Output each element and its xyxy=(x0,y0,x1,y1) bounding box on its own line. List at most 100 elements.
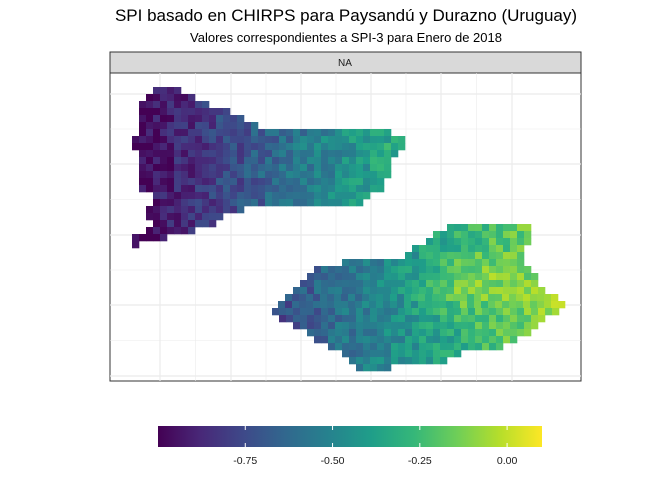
heatmap-cell xyxy=(363,143,371,151)
heatmap-cell xyxy=(202,213,210,221)
heatmap-cell xyxy=(167,94,175,102)
heatmap-cell xyxy=(447,280,455,288)
heatmap-cell xyxy=(446,294,454,302)
heatmap-cell xyxy=(349,315,357,323)
heatmap-cell xyxy=(202,136,210,144)
heatmap-cell xyxy=(461,343,469,351)
heatmap-cell xyxy=(244,143,252,151)
heatmap-cell xyxy=(188,164,196,172)
heatmap-cell xyxy=(223,108,231,116)
heatmap-cell xyxy=(377,150,385,158)
heatmap-cell xyxy=(313,301,321,309)
heatmap-cell xyxy=(230,136,238,144)
heatmap-cell xyxy=(517,231,525,239)
heatmap-cell xyxy=(496,343,504,351)
heatmap-cell xyxy=(482,329,490,337)
heatmap-cell xyxy=(454,266,462,274)
heatmap-cell xyxy=(384,259,392,267)
heatmap-cell xyxy=(335,164,343,172)
heatmap-cell xyxy=(293,164,301,172)
heatmap-cell xyxy=(237,115,245,123)
heatmap-cell xyxy=(433,280,441,288)
heatmap-cell xyxy=(461,280,469,288)
heatmap-cell xyxy=(188,199,196,207)
heatmap-cell xyxy=(174,192,182,200)
heatmap-cell xyxy=(538,308,546,316)
heatmap-cell xyxy=(475,238,483,246)
heatmap-cell xyxy=(209,115,217,123)
heatmap-cell xyxy=(468,259,476,267)
heatmap-cell xyxy=(454,322,462,330)
heatmap-cell xyxy=(467,294,475,302)
heatmap-cell xyxy=(321,136,329,144)
heatmap-cell xyxy=(321,129,329,137)
heatmap-cell xyxy=(419,343,427,351)
heatmap-cell xyxy=(433,287,441,295)
heatmap-cell xyxy=(468,231,476,239)
heatmap-cell xyxy=(251,129,259,137)
heatmap-cell xyxy=(223,136,231,144)
heatmap-cell xyxy=(188,185,196,193)
heatmap-cell xyxy=(314,199,322,207)
heatmap-cell xyxy=(258,192,266,200)
heatmap-cell xyxy=(377,287,385,295)
heatmap-cell xyxy=(384,280,392,288)
heatmap-cell xyxy=(321,315,329,323)
heatmap-cell xyxy=(349,322,357,330)
heatmap-cell xyxy=(349,280,357,288)
heatmap-cell xyxy=(510,315,518,323)
heatmap-cell xyxy=(419,287,427,295)
heatmap-cell xyxy=(391,343,399,351)
heatmap-cell xyxy=(349,157,357,165)
heatmap-cell xyxy=(307,157,315,165)
heatmap-cell xyxy=(307,150,315,158)
heatmap-cell xyxy=(475,259,483,267)
heatmap-cell xyxy=(503,322,511,330)
heatmap-cell xyxy=(461,336,469,344)
heatmap-cell xyxy=(223,129,231,137)
heatmap-cell xyxy=(405,273,413,281)
heatmap-cell xyxy=(167,164,175,172)
heatmap-cell xyxy=(160,94,168,102)
heatmap-cell xyxy=(370,315,378,323)
heatmap-cell xyxy=(279,129,287,137)
heatmap-cell xyxy=(454,287,462,295)
heatmap-cell xyxy=(489,308,497,316)
heatmap-cell xyxy=(398,259,406,267)
heatmap-cell xyxy=(377,273,385,281)
heatmap-cell xyxy=(335,273,343,281)
heatmap-cell xyxy=(223,122,231,130)
heatmap-cell xyxy=(482,287,490,295)
heatmap-cell xyxy=(153,227,161,235)
heatmap-cell xyxy=(237,136,245,144)
heatmap-cell xyxy=(384,273,392,281)
heatmap-cell xyxy=(349,350,357,358)
heatmap-cell xyxy=(299,301,307,309)
heatmap-cell xyxy=(307,192,315,200)
heatmap-cell xyxy=(517,266,525,274)
heatmap-cell xyxy=(461,273,469,281)
heatmap-cell xyxy=(209,178,217,186)
heatmap-cell xyxy=(258,136,266,144)
heatmap-cell xyxy=(341,294,349,302)
heatmap-cell xyxy=(530,294,538,302)
heatmap-cell xyxy=(440,336,448,344)
heatmap-cell xyxy=(524,329,532,337)
heatmap-cell xyxy=(307,273,315,281)
heatmap-cell xyxy=(230,185,238,193)
heatmap-cell xyxy=(153,192,161,200)
heatmap-cell xyxy=(188,136,196,144)
heatmap-cell xyxy=(517,329,525,337)
heatmap-cell xyxy=(363,192,371,200)
heatmap-cell xyxy=(489,336,497,344)
heatmap-cell xyxy=(447,273,455,281)
heatmap-cell xyxy=(202,199,210,207)
heatmap-cell xyxy=(328,273,336,281)
heatmap-cell xyxy=(286,157,294,165)
heatmap-cell xyxy=(370,322,378,330)
heatmap-cell xyxy=(251,199,259,207)
heatmap-cell xyxy=(398,143,406,151)
heatmap-cell xyxy=(223,185,231,193)
heatmap-cell xyxy=(223,178,231,186)
heatmap-cell xyxy=(418,294,426,302)
